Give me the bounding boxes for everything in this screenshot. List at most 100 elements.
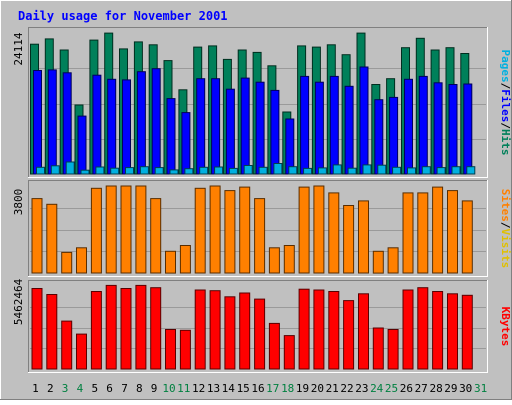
bar-visits-day-5	[90, 187, 102, 274]
bar-pages-day-26	[407, 167, 416, 175]
bar-pages-day-15	[243, 165, 253, 175]
x-tick-day-12: 12	[192, 382, 205, 395]
legend-separator: /	[499, 222, 512, 229]
bar-kbytes-day-2	[46, 294, 58, 370]
bar-pages-day-6	[110, 167, 120, 175]
bar-pages-day-10	[169, 169, 179, 175]
bar-visits-day-30	[461, 200, 473, 274]
bar-pages-day-22	[347, 167, 357, 175]
bar-kbytes-day-27	[417, 287, 429, 370]
bar-pages-day-13	[214, 166, 224, 175]
x-tick-day-28: 28	[429, 382, 442, 395]
bar-visits-day-22	[343, 205, 355, 274]
bar-files-day-1	[33, 70, 42, 175]
bar-files-day-24	[374, 99, 384, 175]
bar-files-day-26	[404, 78, 413, 175]
bar-files-day-19	[300, 75, 310, 175]
bar-visits-day-2	[46, 203, 58, 274]
bar-kbytes-day-5	[90, 291, 102, 370]
bar-pages-day-17	[273, 163, 283, 175]
panel-kbytes: 5462464 KBytes	[12, 278, 512, 373]
bar-visits-day-10	[165, 250, 176, 274]
legend-pages: Pages	[499, 50, 512, 83]
bar-files-day-6	[107, 78, 117, 175]
bar-pages-day-9	[154, 167, 164, 175]
x-tick-day-24: 24	[370, 382, 384, 395]
bar-files-day-17	[270, 89, 280, 175]
x-tick-day-3: 3	[62, 382, 69, 395]
bar-files-day-15	[240, 77, 250, 175]
bar-visits-day-12	[194, 187, 206, 274]
x-tick-day-15: 15	[237, 382, 250, 395]
x-tick-day-18: 18	[281, 382, 294, 395]
bar-kbytes-day-18	[283, 335, 295, 370]
bar-kbytes-day-25	[387, 329, 399, 370]
panel-sites-visits: 3800 Sites/Visits	[12, 180, 512, 277]
bar-pages-day-12	[199, 166, 209, 175]
bar-files-day-12	[196, 78, 206, 175]
bar-visits-day-9	[150, 198, 162, 274]
bar-kbytes-day-23	[358, 293, 369, 370]
bar-pages-day-18	[288, 166, 298, 175]
bar-kbytes-day-20	[313, 289, 325, 370]
bar-pages-day-23	[362, 164, 372, 175]
bar-visits-day-18	[283, 245, 295, 274]
bar-visits-day-23	[358, 200, 369, 274]
bar-pages-day-14	[228, 167, 238, 175]
bar-files-day-4	[77, 115, 87, 175]
bar-kbytes-day-22	[343, 300, 355, 370]
x-tick-day-8: 8	[136, 382, 143, 395]
x-tick-day-2: 2	[47, 382, 54, 395]
bar-kbytes-day-4	[76, 333, 87, 370]
x-tick-day-19: 19	[296, 382, 309, 395]
bar-kbytes-day-19	[298, 288, 310, 370]
bar-visits-day-19	[298, 186, 310, 274]
bar-visits-day-28	[432, 186, 444, 274]
legend-kbytes: KBytes	[499, 307, 512, 347]
x-tick-day-31: 31	[474, 382, 487, 395]
bar-files-day-14	[225, 88, 235, 175]
bar-files-day-13	[211, 78, 221, 175]
bar-visits-day-29	[447, 190, 458, 274]
bar-files-day-27	[418, 75, 428, 175]
bar-pages-day-4	[80, 169, 90, 175]
legend-files: Files	[499, 89, 512, 122]
bar-visits-day-15	[239, 186, 251, 274]
bar-kbytes-day-7	[120, 288, 132, 370]
bar-kbytes-day-12	[194, 289, 206, 370]
bar-kbytes-day-15	[239, 292, 251, 370]
legend-separator: /	[499, 83, 512, 90]
bar-kbytes-day-9	[150, 287, 162, 370]
legend-separator: /	[499, 122, 512, 129]
x-tick-day-22: 22	[340, 382, 353, 395]
bar-visits-day-1	[31, 198, 43, 274]
bar-pages-day-30	[466, 166, 476, 175]
bar-kbytes-day-30	[461, 294, 473, 370]
x-tick-day-10: 10	[162, 382, 175, 395]
x-tick-day-30: 30	[459, 382, 472, 395]
bar-visits-day-4	[76, 247, 87, 274]
bar-kbytes-day-29	[447, 293, 458, 370]
x-tick-day-6: 6	[106, 382, 113, 395]
bar-files-day-9	[151, 68, 161, 175]
bar-visits-day-21	[328, 192, 340, 274]
legend-hits: Hits	[499, 129, 512, 156]
bar-files-day-30	[463, 83, 473, 175]
bar-visits-day-17	[268, 247, 280, 274]
x-tick-day-9: 9	[151, 382, 158, 395]
bar-visits-day-27	[417, 192, 429, 274]
bar-visits-day-8	[135, 185, 147, 274]
bar-visits-day-16	[254, 198, 266, 274]
bar-visits-day-25	[387, 247, 399, 274]
bar-pages-day-1	[36, 166, 45, 175]
bar-pages-day-25	[392, 166, 402, 175]
legend-visits: Visits	[499, 229, 512, 269]
bar-kbytes-day-21	[328, 291, 340, 370]
bar-pages-day-2	[50, 165, 60, 175]
y-tick-label: 3800	[12, 189, 25, 216]
bar-pages-day-16	[258, 166, 268, 175]
x-tick-day-21: 21	[326, 382, 339, 395]
bar-files-day-16	[255, 81, 265, 175]
